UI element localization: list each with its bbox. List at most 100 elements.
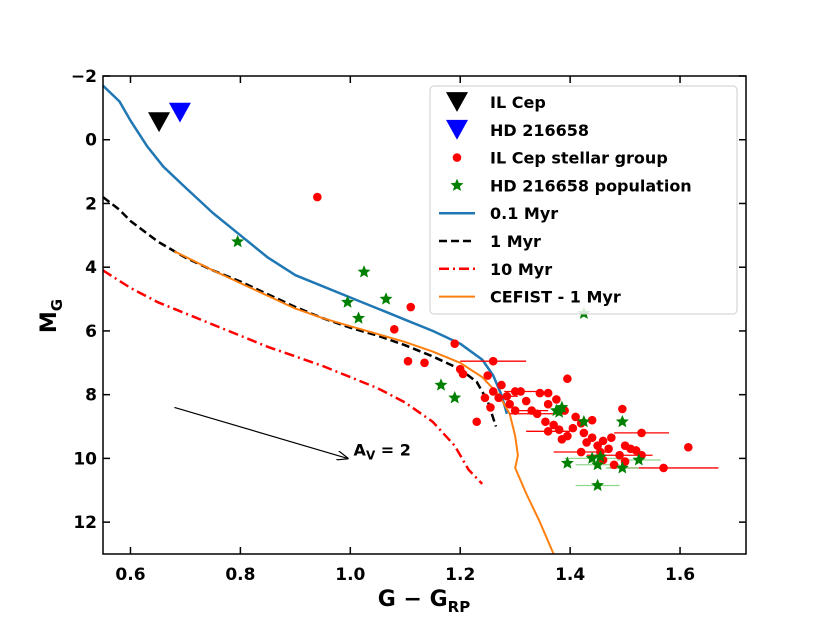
y-tick-label: 0 [85, 131, 97, 151]
stellar-group-point [541, 417, 550, 427]
population-star-point [591, 457, 605, 471]
population-star-point [593, 450, 607, 463]
legend-label: 1 Myr [490, 232, 541, 251]
stellar-group-point [505, 399, 514, 409]
stellar-group-point [618, 404, 627, 414]
legend: IL Cep HD 216658 IL Cep stellar group HD 21… [429, 85, 738, 315]
hd-216658-marker [168, 102, 191, 123]
stellar-group-point [389, 325, 399, 334]
y-axis-title-main: M [37, 311, 62, 333]
legend-circle-swatch [452, 153, 462, 162]
data-markers [148, 102, 693, 491]
stellar-group-point [587, 415, 597, 425]
stellar-group-point [488, 356, 498, 366]
stellar-group-point [552, 395, 561, 404]
stellar-group-point [683, 442, 693, 452]
population-star-point [632, 453, 646, 466]
stellar-group-point [554, 425, 564, 435]
stellar-group-point [450, 339, 460, 348]
stellar-group-point [472, 417, 482, 427]
stellar-group-point [543, 388, 553, 398]
y-tick-label: −2 [71, 67, 97, 87]
stellar-group-point [557, 434, 567, 444]
y-axis-title: MG [37, 299, 66, 333]
stellar-group-point [571, 412, 580, 422]
stellar-group-point [458, 369, 468, 379]
plot-frame [102, 75, 747, 555]
legend-label: HD 216658 [490, 121, 589, 140]
population-star-point [591, 478, 605, 491]
stellar-group-point [420, 358, 429, 368]
x-tick-label: 0.8 [225, 565, 255, 585]
legend-box [429, 85, 738, 315]
legend-label: CEFIST - 1 Myr [490, 288, 621, 307]
x-tick-label: 1.0 [335, 565, 365, 585]
extinction-arrow [174, 406, 347, 458]
stellar-group-point [510, 406, 520, 415]
stellar-group-point [609, 460, 619, 470]
stellar-group-point [403, 356, 413, 366]
population-star-point [448, 391, 462, 404]
x-axis-ticks: 0.6 0.8 1.0 1.2 1.4 1.6 [115, 76, 695, 585]
population-star-point [560, 456, 574, 469]
legend-label: IL Cep [490, 93, 546, 112]
extinction-annotation: AV = 2 [174, 406, 411, 462]
y-tick-label: 4 [85, 258, 97, 278]
legend-star-swatch [450, 178, 464, 191]
x-axis-title-main: G − G [378, 587, 448, 612]
isochrone-10-myr [103, 269, 484, 485]
stellar-group-point [502, 391, 512, 401]
stellar-group-point [607, 433, 616, 442]
x-tick-label: 1.4 [555, 565, 585, 585]
stellar-group-point [579, 428, 589, 438]
y-tick-label: 2 [85, 194, 97, 214]
stellar-group-point [497, 380, 506, 390]
legend-label: HD 216658 population [490, 176, 692, 195]
y-tick-label: 6 [85, 322, 97, 342]
population-star-point [379, 292, 393, 305]
legend-label: IL Cep stellar group [490, 149, 668, 168]
stellar-group-point [563, 374, 572, 384]
stellar-group-point [543, 427, 553, 436]
stellar-group-point [598, 436, 608, 446]
x-axis-title-sub: RP [448, 598, 471, 616]
x-tick-label: 0.6 [115, 565, 145, 585]
y-tick-label: 8 [85, 386, 97, 406]
isochrone-0-1-myr [103, 84, 509, 415]
population-star-point [231, 234, 245, 248]
stellar-group-point [576, 447, 586, 457]
legend-triangle-swatch [446, 119, 468, 140]
population-star-point [434, 378, 448, 391]
x-tick-label: 1.6 [665, 565, 695, 585]
stellar-group-point [486, 403, 495, 412]
legend-triangle-swatch [446, 92, 468, 112]
isochrone-cefist-1-myr [173, 250, 555, 554]
stellar-group-point [488, 387, 498, 396]
x-tick-label: 1.2 [445, 565, 475, 585]
legend-label: 0.1 Myr [490, 204, 558, 223]
population-star-point [552, 405, 566, 418]
stellar-group-point [480, 393, 490, 403]
y-axis-ticks: −2 0 2 4 6 8 10 12 [71, 67, 746, 533]
population-star-point [577, 414, 591, 428]
population-star-point [615, 414, 629, 428]
stellar-group-point [494, 393, 503, 403]
population-star-point [585, 451, 599, 464]
stellar-group-point [543, 399, 553, 409]
stellar-group-point [568, 423, 578, 433]
il-cep-marker [148, 112, 171, 133]
stellar-group-point [659, 463, 668, 473]
legend-label: 10 Myr [490, 260, 552, 279]
y-tick-label: 10 [73, 449, 97, 469]
stellar-group-point [535, 388, 545, 398]
y-tick-label: 12 [73, 513, 97, 533]
x-axis-title: G − GRP [378, 587, 470, 616]
stellar-group-point [313, 192, 322, 202]
y-axis-title-sub: G [48, 299, 66, 311]
population-star-point [352, 311, 366, 324]
population-star-point [615, 461, 629, 474]
stellar-group-point [532, 409, 542, 419]
stellar-group-point [637, 428, 646, 438]
stellar-group-point [510, 387, 520, 396]
